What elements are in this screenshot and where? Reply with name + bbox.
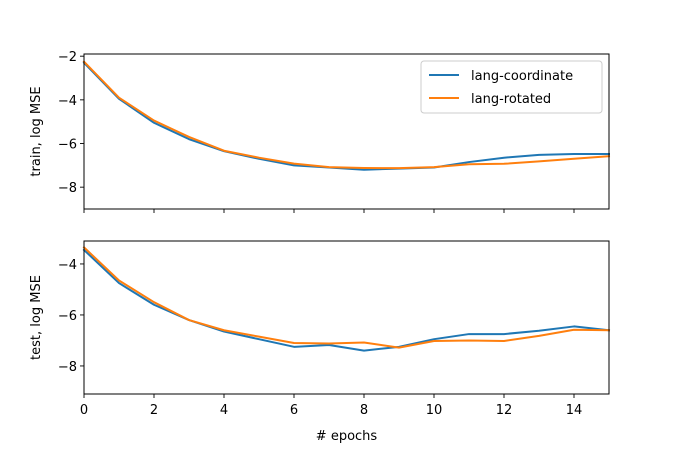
- legend-label: lang-rotated: [471, 92, 551, 107]
- x-axis-label: # epochs: [316, 429, 378, 444]
- y-tick-label: −2: [58, 50, 77, 65]
- x-tick-label: 0: [80, 403, 88, 418]
- y-tick-label: −4: [58, 258, 77, 273]
- x-tick-label: 14: [566, 403, 583, 418]
- x-tick-label: 12: [496, 403, 513, 418]
- y-axis-label: train, log MSE: [29, 86, 44, 176]
- y-tick-label: −6: [58, 138, 77, 153]
- legend-label: lang-coordinate: [471, 69, 573, 84]
- x-tick-label: 4: [220, 403, 228, 418]
- y-tick-label: −8: [58, 360, 77, 375]
- y-tick-label: −8: [58, 181, 77, 196]
- series-line-lang-coordinate: [82, 248, 611, 352]
- axes-frame: [83, 240, 610, 395]
- y-tick-label: −4: [58, 94, 77, 109]
- series-line-lang-rotated: [82, 245, 611, 349]
- legend: lang-coordinate lang-rotated: [420, 60, 603, 114]
- series-line-lang-rotated: [82, 60, 611, 170]
- test-subplot: 0 2 4 6 8 10 12 14 −8 −6 −4 test, log MSE # epochs: [29, 240, 611, 444]
- y-axis-label: test, log MSE: [29, 275, 44, 360]
- series-line-lang-coordinate: [82, 61, 610, 171]
- x-tick-label: 10: [426, 403, 443, 418]
- axes-frame: [83, 53, 610, 210]
- x-tick-label: 8: [360, 403, 368, 418]
- legend-box: [420, 60, 603, 114]
- x-tick-label: 6: [290, 403, 298, 418]
- x-tick-label: 2: [150, 403, 158, 418]
- y-tick-label: −6: [58, 309, 77, 324]
